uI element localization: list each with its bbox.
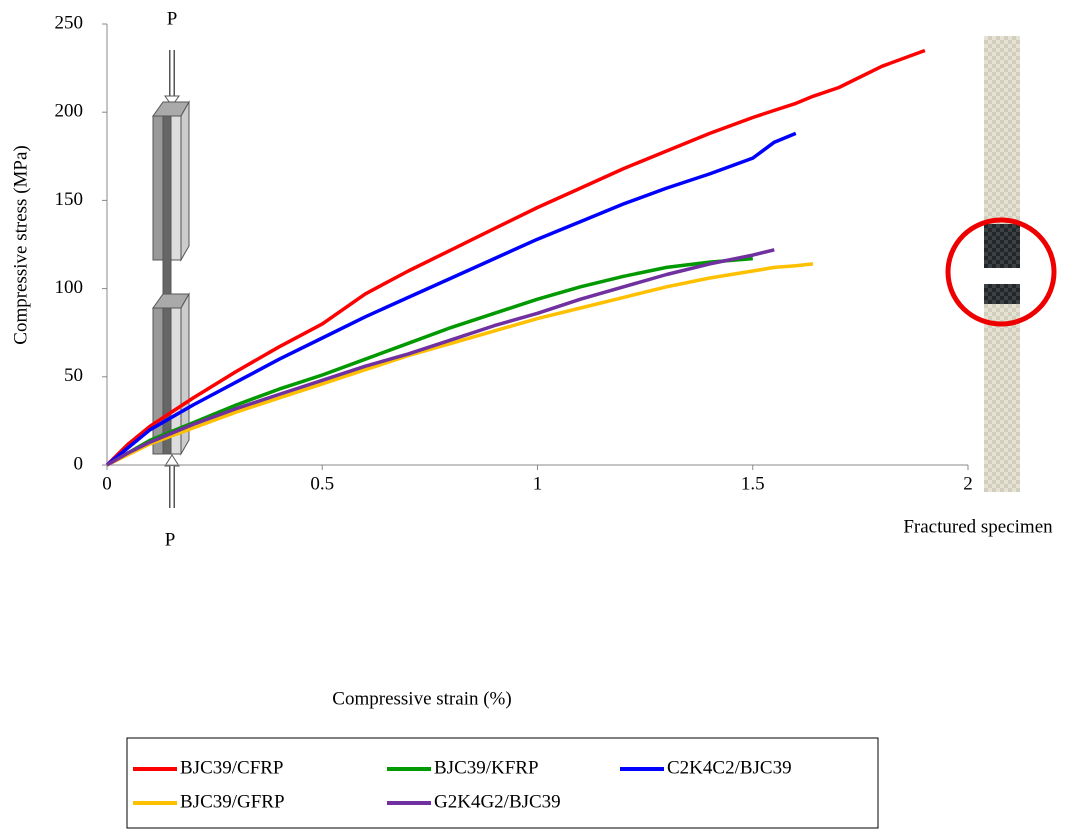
legend-label: C2K4C2/BJC39 — [667, 757, 792, 778]
y-tick-label: 150 — [55, 189, 84, 210]
y-axis-label: Compressive stress (MPa) — [10, 145, 31, 344]
annotation: P — [165, 529, 176, 550]
y-tick-label: 250 — [55, 12, 84, 33]
y-tick-label: 100 — [55, 277, 84, 298]
legend-box — [126, 737, 879, 829]
legend-label: BJC39/CFRP — [180, 757, 284, 778]
x-axis-label: Compressive strain (%) — [332, 688, 511, 709]
specimen-photo — [945, 36, 1057, 492]
x-tick-label: 1.5 — [741, 473, 765, 494]
series-line — [105, 131, 797, 467]
x-tick-label: 0.5 — [310, 473, 334, 494]
x-tick-label: 2 — [963, 473, 973, 494]
annotation: Fractured specimen — [903, 516, 1053, 537]
legend-label: BJC39/KFRP — [434, 757, 539, 778]
legend-label: G2K4G2/BJC39 — [434, 791, 561, 812]
series-line — [106, 262, 814, 467]
series-line — [106, 248, 775, 467]
y-tick-label: 0 — [74, 453, 84, 474]
legend-label: BJC39/GFRP — [180, 791, 285, 812]
y-tick-label: 200 — [55, 101, 84, 122]
x-tick-label: 0 — [102, 473, 112, 494]
annotation: P — [167, 8, 178, 29]
series-line — [105, 48, 926, 467]
y-tick-label: 50 — [64, 365, 83, 386]
x-tick-label: 1 — [533, 473, 543, 494]
